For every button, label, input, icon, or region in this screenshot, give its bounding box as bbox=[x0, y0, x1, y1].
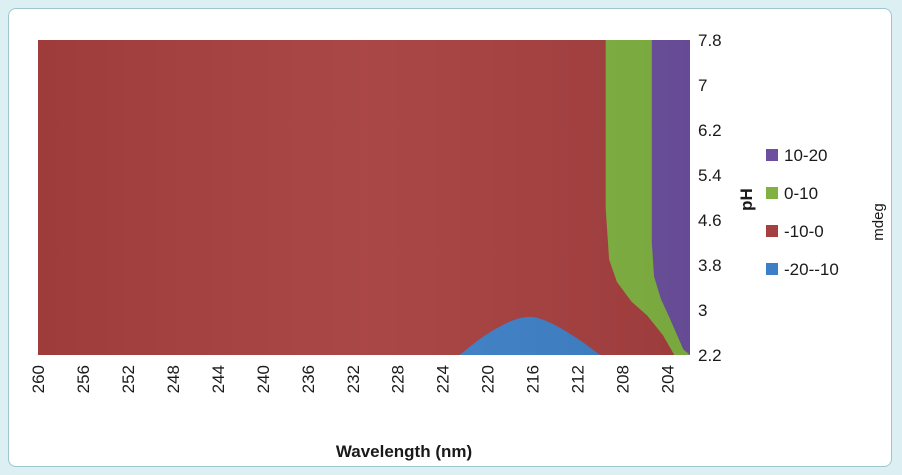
legend-label: -10-0 bbox=[784, 222, 824, 241]
x-tick-label: 204 bbox=[659, 365, 678, 393]
x-tick-label: 220 bbox=[479, 365, 498, 393]
y-axis-ticks: 2.2 3 3.8 4.6 5.4 6.2 7 7.8 bbox=[698, 31, 722, 365]
x-tick-label: 236 bbox=[299, 365, 318, 393]
y-tick-label: 6.2 bbox=[698, 121, 722, 140]
legend: 10-20 0-10 -10-0 -20--10 bbox=[766, 146, 839, 279]
x-tick-label: 208 bbox=[614, 365, 633, 393]
x-tick-label: 252 bbox=[119, 365, 138, 393]
x-tick-label: 248 bbox=[164, 365, 183, 393]
y-tick-label: 7 bbox=[698, 76, 707, 95]
y-tick-label: 3 bbox=[698, 301, 707, 320]
plot-area bbox=[38, 40, 690, 355]
y-tick-label: 4.6 bbox=[698, 211, 722, 230]
y-tick-label: 5.4 bbox=[698, 166, 722, 185]
legend-swatch bbox=[766, 187, 778, 199]
colorbar-unit-label: mdeg bbox=[870, 203, 887, 241]
x-tick-label: 232 bbox=[344, 365, 363, 393]
legend-swatch bbox=[766, 263, 778, 275]
legend-swatch bbox=[766, 225, 778, 237]
legend-label: 0-10 bbox=[784, 184, 818, 203]
y-tick-label: 3.8 bbox=[698, 256, 722, 275]
y-tick-label: 7.8 bbox=[698, 31, 722, 50]
x-axis-title: Wavelength (nm) bbox=[336, 442, 472, 461]
legend-label: 10-20 bbox=[784, 146, 827, 165]
y-axis-title: pH bbox=[737, 188, 756, 211]
x-tick-label: 256 bbox=[74, 365, 93, 393]
x-tick-label: 244 bbox=[209, 365, 228, 393]
legend-label: -20--10 bbox=[784, 260, 839, 279]
x-axis-ticks: 260 256 252 248 244 240 236 232 228 224 220 216 212 2… bbox=[29, 365, 678, 393]
x-tick-label: 228 bbox=[389, 365, 408, 393]
x-tick-label: 212 bbox=[569, 365, 588, 393]
legend-swatch bbox=[766, 149, 778, 161]
x-tick-label: 224 bbox=[434, 365, 453, 393]
surface-shading bbox=[38, 40, 690, 355]
x-tick-label: 216 bbox=[524, 365, 543, 393]
x-tick-label: 260 bbox=[29, 365, 48, 393]
y-tick-label: 2.2 bbox=[698, 346, 722, 365]
x-tick-label: 240 bbox=[254, 365, 273, 393]
